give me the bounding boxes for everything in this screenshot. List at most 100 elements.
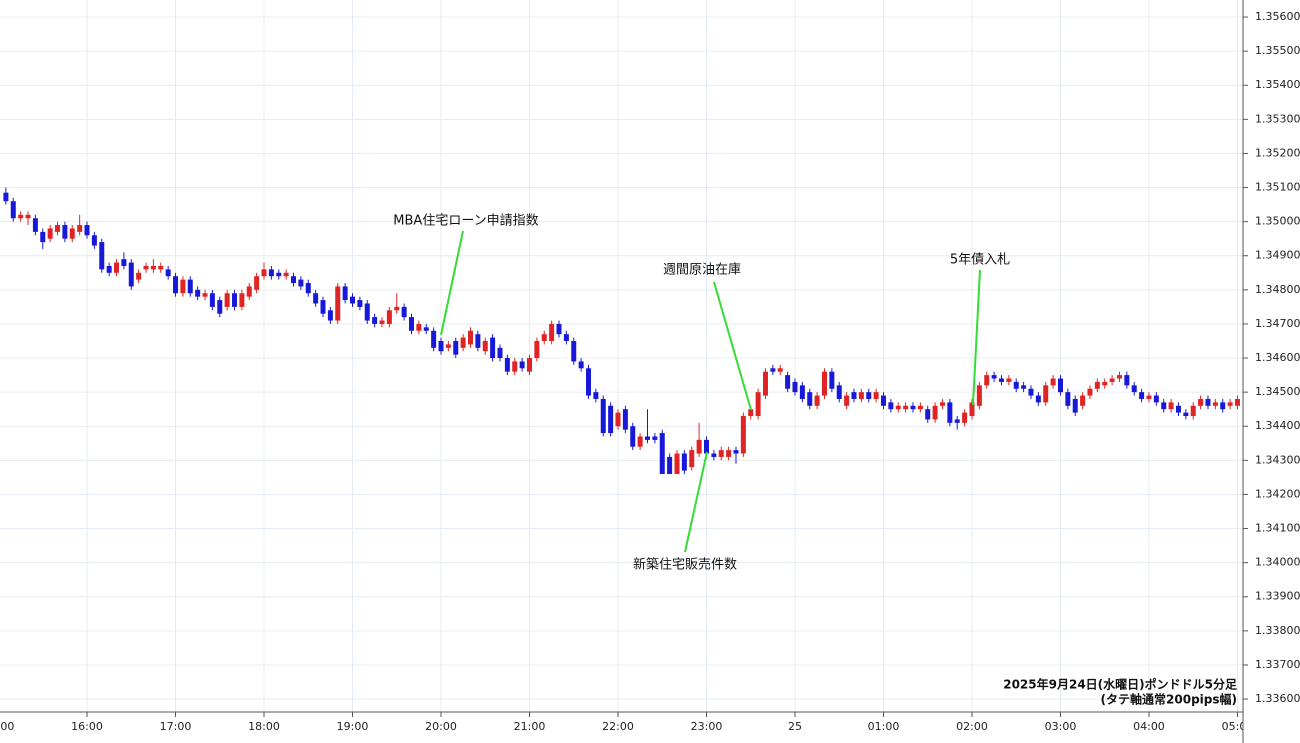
candle-body (630, 426, 636, 447)
candle-body (534, 340, 540, 359)
candle-body (3, 192, 9, 202)
candle-body (1057, 378, 1063, 393)
candle-body (726, 450, 732, 457)
candle-body (180, 279, 186, 294)
candle-body (1013, 381, 1019, 389)
x-tick-label: 21:00 (514, 720, 546, 733)
candle-body (482, 340, 488, 352)
y-tick-label: 1.35500 (1255, 44, 1300, 57)
candle-body (1109, 378, 1115, 382)
x-tick-label: 20:00 (425, 720, 457, 733)
candle-body (32, 218, 38, 232)
candle-body (1183, 412, 1189, 417)
candle-body (1065, 392, 1071, 406)
candle-body (563, 334, 569, 341)
candle-body (844, 395, 850, 406)
candle-body (261, 269, 267, 277)
y-tick-label: 1.35300 (1255, 112, 1300, 125)
candle-body (1094, 381, 1100, 389)
annotations: MBA住宅ローン申請指数 週間原油在庫 新築住宅販売件数 5年債入札 (393, 214, 1010, 573)
candle-body (224, 293, 230, 307)
candle-body (1175, 405, 1181, 413)
y-tick-label: 1.34400 (1255, 419, 1300, 432)
candle-body (1198, 398, 1204, 406)
annotation: MBA住宅ローン申請指数 (393, 214, 538, 229)
candle-body (327, 310, 333, 321)
y-tick-label: 1.34500 (1255, 385, 1300, 398)
candle-body (512, 361, 518, 372)
candle-body (1220, 402, 1226, 410)
y-tick-label: 1.33600 (1255, 692, 1300, 705)
candle-body (910, 405, 916, 410)
candle-body (637, 436, 643, 447)
candle-body (644, 436, 650, 440)
candle-body (47, 228, 53, 239)
x-tick-label: 25 (788, 720, 802, 733)
x-tick-label: 03:00 (1045, 720, 1077, 733)
candle-body (777, 368, 783, 372)
candle-body (232, 293, 238, 307)
candle-body (342, 286, 348, 301)
candle-body (1028, 388, 1034, 396)
candle-body (239, 293, 245, 307)
candle-body (1168, 402, 1174, 410)
candle-body (696, 439, 702, 454)
candle-body (932, 405, 938, 420)
annotation: 週間原油在庫 (663, 263, 741, 278)
candle-body (615, 412, 621, 427)
candle-body (423, 327, 429, 331)
annotation-line (713, 281, 752, 411)
candle-body (762, 371, 768, 396)
y-axis-panel (1243, 0, 1300, 743)
candle-body (99, 242, 105, 270)
candle-body (1035, 395, 1041, 403)
candle-body (925, 409, 931, 420)
candle-body (880, 395, 886, 406)
candle-body (320, 300, 326, 314)
caption: (タテ軸通常200pips幅) (1101, 692, 1237, 707)
candle-body (283, 272, 289, 277)
x-tick-label: 18:00 (248, 720, 280, 733)
annotation-line (972, 269, 981, 406)
candle-body (305, 283, 311, 294)
candle-body (571, 340, 577, 362)
candle-body (202, 293, 208, 297)
candle-body (1146, 395, 1152, 399)
candle-body (608, 405, 614, 434)
axes: 1.33600 1.33700 1.33800 1.33900 1.34000 1.341… (0, 10, 1300, 733)
candle-body (1087, 388, 1093, 396)
y-tick-label: 1.35400 (1255, 78, 1300, 91)
y-tick-label: 1.34800 (1255, 283, 1300, 296)
candle-body (821, 371, 827, 396)
candle-body (173, 276, 179, 294)
candle-body (372, 317, 378, 324)
candle-body (733, 450, 739, 454)
candle-body (836, 385, 842, 399)
candle-body (121, 259, 127, 266)
candle-body (453, 340, 459, 355)
candle-body (1139, 392, 1145, 399)
candle-body (18, 214, 24, 219)
candle-body (851, 392, 857, 399)
candle-body (217, 300, 223, 314)
candle-body (165, 269, 171, 277)
candle-body (445, 344, 451, 348)
y-tick-label: 1.33800 (1255, 624, 1300, 637)
candle-body (276, 272, 282, 277)
y-tick-label: 1.33900 (1255, 590, 1300, 603)
candle-body (84, 225, 90, 236)
candle-body (1161, 402, 1167, 410)
candle-body (895, 405, 901, 410)
x-tick-label: 23:00 (691, 720, 723, 733)
candle-body (711, 453, 717, 457)
candle-body (622, 409, 628, 430)
candle-body (652, 436, 658, 440)
candle-body (947, 402, 953, 423)
candle-body (40, 231, 46, 243)
candle-body (431, 330, 437, 348)
candle-body (748, 409, 754, 417)
candle-body (401, 306, 407, 318)
candle-body (740, 416, 746, 454)
y-tick-label: 1.34300 (1255, 453, 1300, 466)
